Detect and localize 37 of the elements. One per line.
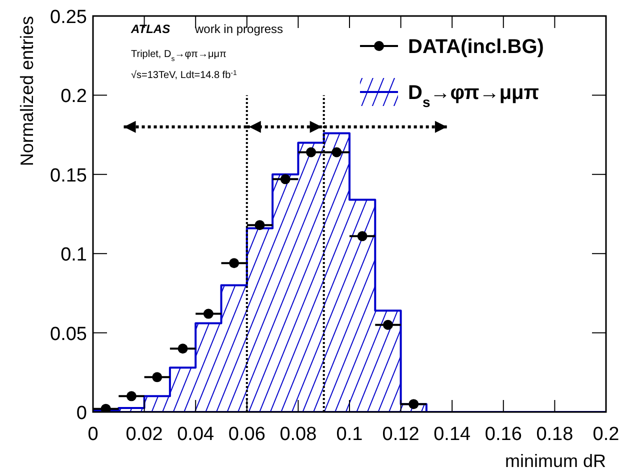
x-axis-title: minimum dR [504,451,606,471]
y-axis-title: Normalized entries [17,16,37,166]
x-tick-label: 0.2 [592,424,620,445]
point [280,174,290,184]
x-tick-label: 0.12 [382,424,420,445]
y-tick-label: 0.1 [60,244,87,266]
x-tick-label: 0.18 [536,424,574,445]
annotation: work in progress [194,22,284,36]
y-tick-label: 0 [76,403,87,424]
point [332,147,342,158]
point [254,220,265,230]
point [178,344,188,354]
x-tick-label: 0.14 [434,424,472,445]
point [408,399,419,410]
point [126,391,136,402]
x-tick-label: 0.16 [484,424,522,445]
annotation: ATLAS [130,22,170,36]
legend-label: DATA(incl.BG) [408,36,544,58]
annotation: Triplet, D$_{s}$→φπ→μμπ [131,49,226,62]
point [203,308,214,319]
x-tick-label: 0.1 [336,424,363,445]
point [100,404,111,412]
point [229,258,240,268]
y-tick-label: 0.25 [50,7,87,28]
point [152,372,162,382]
point [382,320,393,330]
point [357,231,368,242]
x-tick-label: 0.02 [126,424,163,445]
x-tick-label: 0.06 [228,424,266,445]
legend-label: D$_{s}$→φπ→μμπ [408,82,540,110]
point [306,147,316,158]
y-tick-label: 0.2 [60,86,87,108]
x-tick-label: 0.08 [280,424,317,445]
y-tick-label: 0.15 [50,165,87,186]
annotation: √s=13TeV, Ldt=14.8 fb$^{-1}$ [131,70,237,81]
y-tick-label: 0.05 [50,324,87,345]
x-tick-label: 0.04 [177,424,215,445]
